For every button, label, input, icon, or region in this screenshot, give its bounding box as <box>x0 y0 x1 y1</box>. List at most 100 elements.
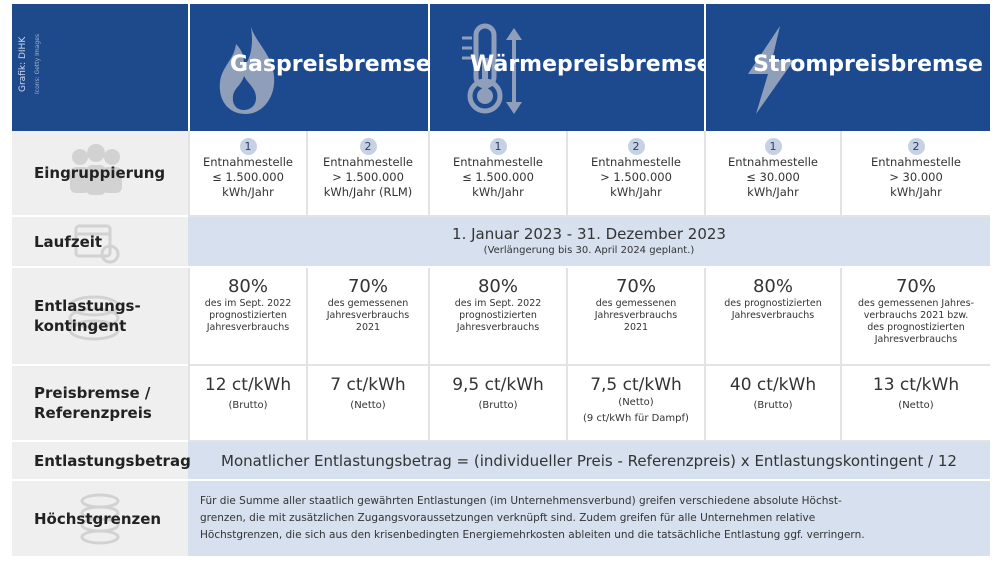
group-text: kWh/Jahr <box>747 185 799 199</box>
header-gas-title: Gaspreisbremse <box>230 52 431 77</box>
header-heat-title: Wärmepreisbremse <box>470 52 712 77</box>
kontingent-text: des gemessenen <box>595 298 677 309</box>
price-note: (Brutto) <box>228 400 268 411</box>
kontingent-text: Jahresverbrauchs <box>874 334 958 345</box>
group-text: kWh/Jahr <box>610 185 662 199</box>
preis-cell: 13 ct/kWh (Netto) <box>840 366 990 442</box>
thermometer-icon <box>462 23 522 114</box>
group-text: Entnahmestelle <box>727 155 818 169</box>
kontingent-cell: 80% des im Sept. 2022 prognostizierten J… <box>428 268 566 366</box>
kontingent-text: Jahresverbrauchs <box>594 310 678 321</box>
row-kontingent-label-line2: kontingent <box>34 317 127 335</box>
kontingent-percent: 80% <box>752 276 793 297</box>
group-cell: 2 Entnahmestelle > 1.500.000 kWh/Jahr (R… <box>306 131 428 217</box>
price-note: (Brutto) <box>753 400 793 411</box>
row-entlastungsbetrag-label: Entlastungsbetrag <box>34 451 191 470</box>
group-text: kWh/Jahr <box>890 185 942 199</box>
reference-price: 9,5 ct/kWh <box>452 375 544 395</box>
kontingent-text: des im Sept. 2022 <box>204 298 292 309</box>
formula-band: Monatlicher Entlastungsbetrag = (individ… <box>188 442 990 481</box>
kontingent-text: des gemessenen Jahres- <box>857 298 975 309</box>
row-preisbremse-label: Preisbremse / Referenzpreis <box>34 383 152 423</box>
kontingent-percent: 70% <box>615 276 656 297</box>
laufzeit-band: 1. Januar 2023 - 31. Dezember 2023 (Verl… <box>188 217 990 268</box>
group-number-badge: 2 <box>627 138 645 155</box>
laufzeit-note: (Verlängerung bis 30. April 2024 geplant… <box>483 245 695 256</box>
kontingent-percent: 80% <box>477 276 518 297</box>
group-text: Entnahmestelle <box>590 155 681 169</box>
group-number-badge: 2 <box>907 138 925 155</box>
kontingent-text: verbrauchs 2021 bzw. <box>863 310 969 321</box>
price-note: (9 ct/kWh für Dampf) <box>583 413 689 424</box>
kontingent-text: Jahresverbrauchs <box>456 322 540 333</box>
group-text: Entnahmestelle <box>452 155 543 169</box>
price-note: (Netto) <box>618 397 654 408</box>
preis-cell: 12 ct/kWh (Brutto) <box>188 366 306 442</box>
row-laufzeit-label: Laufzeit <box>34 232 103 251</box>
price-brake-table: Grafik: DIHK Icons: Getty Images Gasprei… <box>12 4 990 558</box>
icon-credit: Icons: Getty Images <box>34 33 41 94</box>
group-number-badge: 2 <box>359 138 377 155</box>
group-number-badge: 1 <box>764 138 782 155</box>
preis-cell: 7,5 ct/kWh (Netto) (9 ct/kWh für Dampf) <box>566 366 704 442</box>
group-text: kWh/Jahr <box>222 185 274 199</box>
group-text: > 30.000 <box>889 170 943 184</box>
price-note: (Netto) <box>898 400 934 411</box>
kontingent-percent: 70% <box>347 276 388 297</box>
stacked-coins-icon <box>80 493 120 544</box>
preis-cell: 9,5 ct/kWh (Brutto) <box>428 366 566 442</box>
relief-formula: Monatlicher Entlastungsbetrag = (individ… <box>221 452 957 470</box>
kontingent-text: Jahresverbrauchs <box>731 310 815 321</box>
preis-cell: 7 ct/kWh (Netto) <box>306 366 428 442</box>
row-label-entlastungsbetrag: Entlastungsbetrag <box>12 442 191 481</box>
group-text: ≤ 1.500.000 <box>212 170 284 184</box>
group-text: Entnahmestelle <box>870 155 961 169</box>
group-text: Entnahmestelle <box>322 155 413 169</box>
group-cell: 1 Entnahmestelle ≤ 1.500.000 kWh/Jahr <box>428 131 566 217</box>
reference-price: 13 ct/kWh <box>872 375 960 395</box>
group-text: > 1.500.000 <box>600 170 672 184</box>
price-note: (Netto) <box>350 400 386 411</box>
group-text: ≤ 1.500.000 <box>462 170 534 184</box>
kontingent-text: prognostizierten <box>459 310 537 321</box>
kontingent-text: des gemessenen <box>327 298 409 309</box>
row-preisbremse-label-line2: Referenzpreis <box>34 404 152 422</box>
kontingent-text: des prognostizierten <box>867 322 965 333</box>
group-cell: 2 Entnahmestelle > 1.500.000 kWh/Jahr <box>566 131 704 217</box>
laufzeit-main: 1. Januar 2023 - 31. Dezember 2023 <box>452 225 726 243</box>
kontingent-percent: 80% <box>227 276 268 297</box>
row-hoechstgrenzen-label: Höchstgrenzen <box>34 509 162 528</box>
kontingent-cell: 80% des prognostizierten Jahresverbrauch… <box>704 268 840 366</box>
kontingent-cell: 70% des gemessenen Jahresverbrauchs 2021 <box>306 268 428 366</box>
limits-band: Für die Summe aller staatlich gewährten … <box>188 481 990 558</box>
kontingent-text: prognostizierten <box>209 310 287 321</box>
row-label-hoechstgrenzen: Höchstgrenzen <box>12 481 188 558</box>
row-label-eingruppierung: Eingruppierung <box>12 131 188 217</box>
kontingent-text: 2021 <box>355 322 381 333</box>
kontingent-cell: 70% des gemessenen Jahres- verbrauchs 20… <box>840 268 990 366</box>
group-cell: 2 Entnahmestelle > 30.000 kWh/Jahr <box>840 131 990 217</box>
kontingent-cell: 80% des im Sept. 2022 prognostizierten J… <box>188 268 306 366</box>
header-gas: Gaspreisbremse <box>188 4 431 131</box>
limits-text: Für die Summe aller staatlich gewährten … <box>200 493 990 544</box>
header-heat: Wärmepreisbremse <box>428 4 712 131</box>
group-text: > 1.500.000 <box>332 170 404 184</box>
reference-price: 40 ct/kWh <box>729 375 817 395</box>
limits-text-line: Höchstgrenzen, die sich aus den krisenbe… <box>200 529 865 541</box>
limits-text-line: Für die Summe aller staatlich gewährten … <box>200 495 842 507</box>
kontingent-text: Jahresverbrauchs <box>326 310 410 321</box>
row-eingruppierung-label: Eingruppierung <box>34 164 166 182</box>
kontingent-cell: 70% des gemessenen Jahresverbrauchs 2021 <box>566 268 704 366</box>
group-number-badge: 1 <box>489 138 507 155</box>
flame-icon <box>219 22 275 114</box>
group-number-badge: 1 <box>239 138 257 155</box>
row-label-preisbremse: Preisbremse / Referenzpreis <box>12 366 188 442</box>
group-cell: 1 Entnahmestelle ≤ 30.000 kWh/Jahr <box>704 131 840 217</box>
kontingent-percent: 70% <box>895 276 936 297</box>
header-power-title: Strompreisbremse <box>753 52 983 77</box>
limits-text-line: grenzen, die mit zusätzlichen Zugangsvor… <box>200 512 816 524</box>
kontingent-text: des prognostizierten <box>724 298 822 309</box>
coins-icon <box>68 295 120 341</box>
header-power: Strompreisbremse <box>704 4 990 131</box>
reference-price: 12 ct/kWh <box>204 375 292 395</box>
